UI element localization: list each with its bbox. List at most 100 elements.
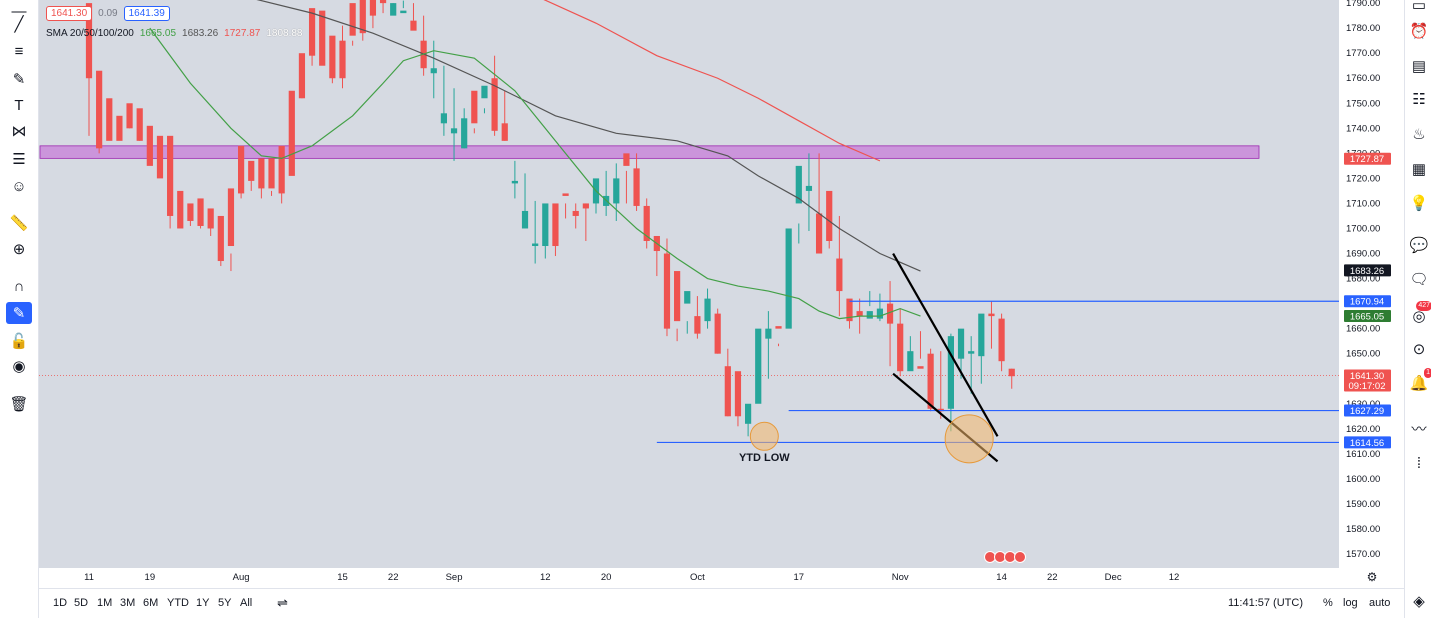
eye-icon[interactable]: ◉	[12, 357, 26, 375]
level-label-bg	[1344, 295, 1391, 308]
log-scale-button[interactable]: log	[1343, 597, 1358, 609]
candle-body	[227, 188, 235, 247]
economic-event-icon[interactable]	[984, 551, 996, 563]
candle-body	[866, 311, 873, 319]
candle-body	[998, 318, 1005, 362]
wedge-low-circle[interactable]	[944, 414, 994, 464]
layers-icon[interactable]: ◈	[1413, 593, 1425, 610]
wedge-upper-line[interactable]	[892, 252, 999, 437]
date-range-icon[interactable]: ⇌	[277, 595, 288, 610]
range-6m[interactable]: 6M	[143, 597, 159, 609]
candle-body	[643, 205, 650, 241]
candle-body	[582, 203, 589, 209]
sma50-value: 1683.26	[182, 28, 219, 39]
candle-body	[319, 10, 326, 66]
ask-price[interactable]: 1641.39	[123, 5, 170, 21]
x-tick-label: 20	[601, 572, 612, 583]
grid-dots-icon[interactable]: ⁞	[1416, 454, 1422, 472]
brush-icon[interactable]: ✎	[12, 70, 26, 88]
notification-icon[interactable]: 🔔 1	[1409, 368, 1431, 392]
candle-body	[511, 180, 518, 184]
economic-event-icon[interactable]	[1004, 551, 1016, 563]
candle-body	[308, 8, 316, 56]
candle-body	[471, 90, 478, 124]
candle-body	[613, 178, 620, 204]
clock-display[interactable]: 11:41:57 (UTC)	[1228, 597, 1303, 609]
economic-event-icon[interactable]	[1014, 551, 1026, 563]
text-icon[interactable]: T	[14, 96, 24, 114]
news-icon[interactable]: ▤	[1411, 58, 1427, 75]
hot-icon[interactable]: ♨	[1412, 126, 1426, 143]
x-tick-label: 22	[1047, 572, 1058, 583]
comment-icon[interactable]: 🗨	[1409, 271, 1429, 288]
ytd-low-circle[interactable]	[749, 421, 779, 451]
y-tick-label: 1780.00	[1346, 23, 1380, 34]
candle-body	[532, 243, 539, 247]
alarm-icon[interactable]: ⏰	[1409, 23, 1429, 40]
price-chart[interactable]: 1570.00 1580.00 1590.00 1600.00 1610.00 1620.…	[39, 0, 1404, 588]
candle-body	[978, 313, 985, 357]
candle-body	[521, 210, 529, 229]
fib-icon[interactable]: ≡	[14, 42, 24, 60]
stream-icon[interactable]: ⊙	[1412, 341, 1426, 358]
x-tick-label: 12	[540, 572, 551, 583]
range-ytd[interactable]: YTD	[167, 597, 189, 609]
chat-icon[interactable]: 💬	[1409, 237, 1429, 254]
candle-body	[268, 158, 275, 189]
candle-body	[755, 328, 762, 404]
candle-body	[349, 3, 356, 36]
trash-icon[interactable]: 🗑	[9, 395, 29, 413]
x-tick-label: 17	[794, 572, 805, 583]
magnet-icon[interactable]: ∩	[13, 277, 25, 295]
ytd-low-annotation[interactable]: YTD LOW	[739, 452, 790, 464]
range-1y[interactable]: 1Y	[196, 597, 210, 609]
emoji-icon[interactable]: ☺	[11, 177, 27, 195]
ideas-icon[interactable]: ◎ 427	[1412, 301, 1431, 325]
candle-body	[146, 125, 153, 166]
candle-body	[430, 68, 437, 74]
sma50-line	[256, 0, 921, 272]
lock-drawing-icon[interactable]: ✎	[6, 302, 32, 324]
drawing-toolbar: — ╱ ≡ ✎ T ⋈ ☰ ☺ 📏 ⊕ ∩ ✎ 🔓 ◉ 🗑	[0, 0, 39, 618]
calendar-list-icon[interactable]: ☷	[1412, 91, 1426, 108]
signal-icon[interactable]: 〰	[1411, 420, 1427, 438]
x-tick-label: 22	[388, 572, 399, 583]
range-1m[interactable]: 1M	[97, 597, 113, 609]
forecast-icon[interactable]: ☰	[12, 150, 26, 168]
range-all[interactable]: All	[240, 597, 253, 609]
candle-body	[572, 210, 579, 216]
current-price-label-bg	[1344, 369, 1391, 392]
ruler-icon[interactable]: 📏	[9, 214, 29, 232]
candle-body	[917, 366, 924, 369]
calendar-icon[interactable]: ▦	[1411, 161, 1427, 178]
percent-scale-button[interactable]: %	[1323, 597, 1333, 609]
candle-body	[856, 311, 863, 317]
idea-bulb-icon[interactable]: 💡	[1409, 195, 1429, 212]
candle-body	[136, 108, 143, 141]
candle-body	[410, 20, 417, 31]
trend-line-icon[interactable]: ╱	[14, 15, 24, 33]
pattern-icon[interactable]: ⋈	[11, 122, 27, 140]
zoom-icon[interactable]: ⊕	[12, 240, 26, 258]
watchlist-icon[interactable]: ▭	[1411, 0, 1427, 14]
range-1d[interactable]: 1D	[53, 597, 68, 609]
auto-scale-button[interactable]: auto	[1369, 597, 1391, 609]
economic-event-icon[interactable]	[994, 551, 1006, 563]
level-label: 1614.56	[1350, 438, 1384, 449]
candle-body	[339, 40, 346, 79]
lock-icon[interactable]: 🔓	[9, 332, 29, 350]
resistance-zone	[39, 145, 1260, 159]
sma20-line	[149, 27, 921, 320]
range-5d[interactable]: 5D	[74, 597, 89, 609]
gear-icon[interactable]: ⚙	[1367, 570, 1378, 584]
candle-body	[248, 160, 255, 181]
candle-body	[836, 258, 843, 292]
candle-body	[501, 123, 508, 141]
candle-body	[795, 165, 802, 204]
crosshair-icon[interactable]: —	[11, 2, 27, 20]
range-3m[interactable]: 3M	[120, 597, 136, 609]
bid-price[interactable]: 1641.30	[46, 5, 93, 21]
bottom-bar: 1D 5D 1M 3M 6M YTD 1Y 5Y All ⇌ 11:41:57 …	[39, 588, 1404, 619]
range-5y[interactable]: 5Y	[218, 597, 232, 609]
candle-body	[846, 298, 853, 322]
